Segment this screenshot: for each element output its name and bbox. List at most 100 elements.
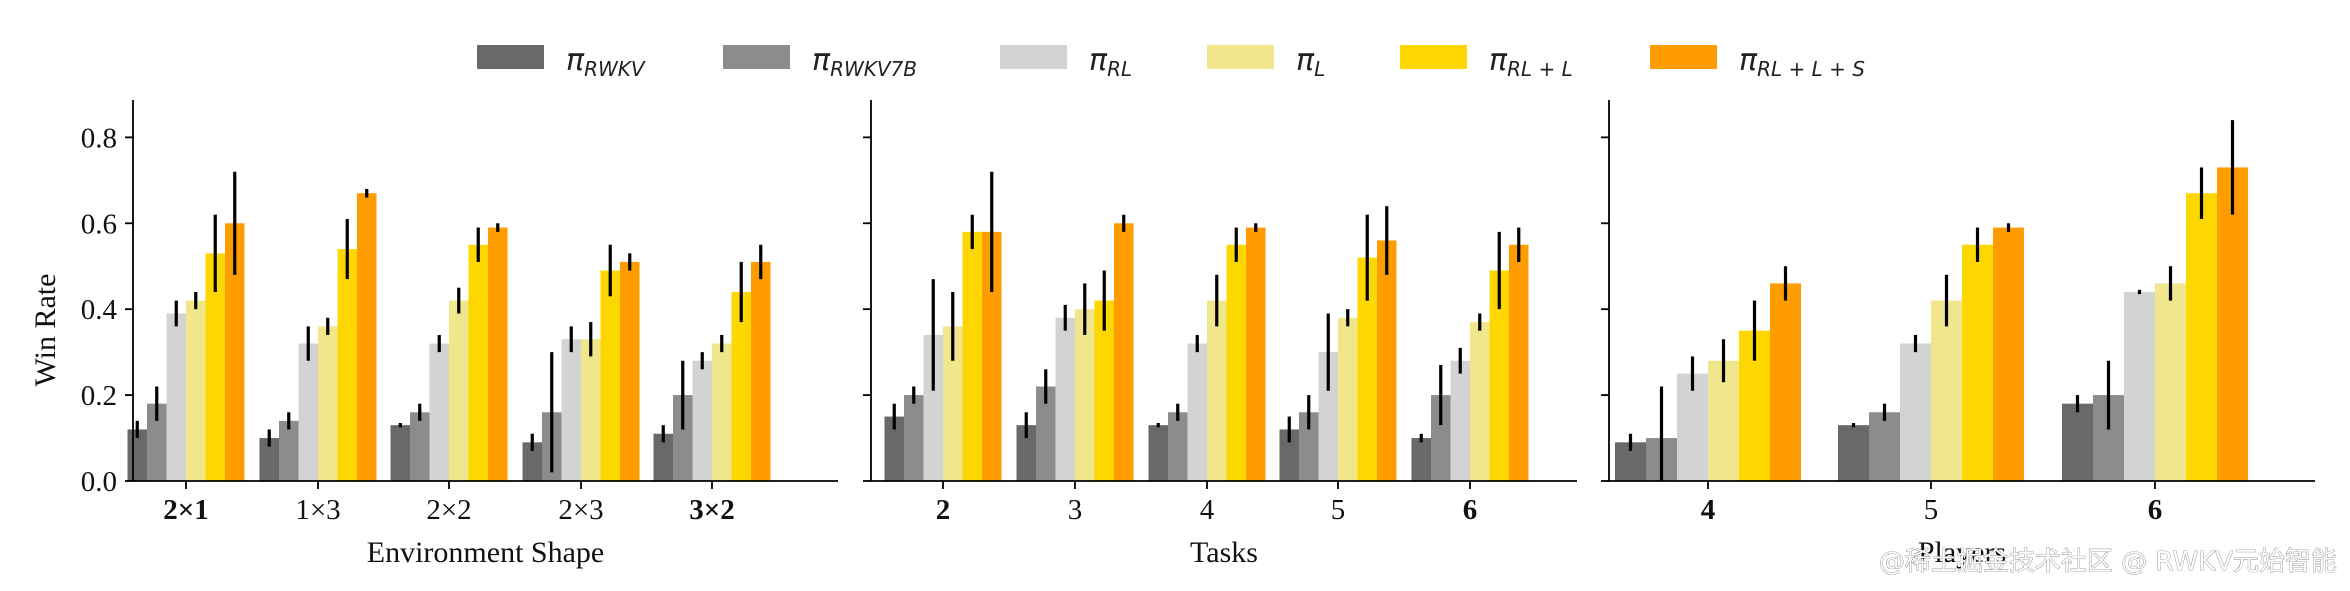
legend-label: πRWKV [566, 43, 646, 81]
bar [1299, 412, 1319, 481]
x-tick-label: 2×2 [426, 494, 471, 526]
bar [2186, 193, 2217, 482]
bar [1168, 412, 1188, 481]
legend-item: πRL + L + S [1650, 43, 1865, 81]
bar [298, 343, 318, 481]
legend-item: πRL [1000, 43, 1132, 81]
y-tick-label: 0.8 [81, 122, 117, 154]
bar [653, 433, 673, 481]
legend-label: πRL + L [1489, 43, 1573, 81]
bar [1431, 395, 1451, 481]
x-tick-label: 6 [2148, 494, 2163, 526]
bar [673, 395, 693, 481]
bar [449, 300, 469, 481]
bar [1246, 227, 1266, 481]
bar [884, 416, 904, 481]
x-tick-label: 4 [1701, 494, 1716, 526]
bar [731, 292, 751, 481]
bar [962, 231, 982, 481]
bar [1207, 300, 1227, 481]
bar [1770, 283, 1801, 481]
bar [1677, 373, 1708, 481]
bar [1489, 270, 1509, 481]
x-tick-label: 5 [1924, 494, 1939, 526]
watermark: @稀土掘金技术社区 @ RWKV元始智能 [1879, 547, 2337, 577]
x-axis-title: Environment Shape [367, 536, 604, 569]
x-tick-label: 3×2 [689, 494, 735, 526]
panels: 0.0 0.2 0.4 0.6 0.8 2×1 1×3 2×2 2×3 3×2 Environmen… [81, 100, 2315, 569]
bar [1338, 317, 1358, 481]
bar [318, 326, 338, 481]
bar [1962, 244, 1993, 481]
legend-label: πRWKV7B [812, 43, 917, 81]
bar [1187, 343, 1207, 481]
bar [2217, 167, 2248, 481]
legend-swatch [1650, 45, 1717, 69]
y-tick-label: 0.0 [81, 466, 117, 498]
legend-swatch [1207, 45, 1274, 69]
y-tick-label: 0.6 [81, 208, 117, 240]
legend-swatch [1000, 45, 1067, 69]
legend-item: πL [1207, 43, 1325, 81]
y-tick-label: 0.4 [81, 294, 118, 326]
legend-item: πRWKV7B [723, 43, 917, 81]
bar [522, 442, 542, 481]
x-tick-label: 3 [1068, 494, 1083, 526]
bar [429, 343, 449, 481]
x-axis-title: Tasks [1190, 536, 1258, 569]
bar [279, 420, 299, 481]
bar [259, 438, 279, 481]
y-tick-label: 0.2 [81, 380, 117, 412]
bar [1357, 257, 1377, 481]
legend-swatch [477, 45, 544, 69]
bar [205, 253, 225, 481]
x-tick-label: 2×3 [558, 494, 603, 526]
bar [147, 403, 167, 481]
legend-label: πRL [1089, 43, 1132, 81]
bar [390, 425, 410, 481]
bar [982, 231, 1002, 481]
panel-2: 2 3 4 5 6 Tasks [863, 100, 1577, 569]
bar [357, 193, 377, 482]
x-tick-label: 6 [1463, 494, 1478, 526]
bar [1900, 343, 1931, 481]
bar [1094, 300, 1114, 481]
bar [1931, 300, 1962, 481]
bar [923, 334, 943, 481]
bar [620, 261, 640, 481]
legend: πRWKV πRWKV7B πRL πL πRL + L πRL + L + S [477, 43, 1865, 81]
legend-swatch [1400, 45, 1467, 69]
bar [692, 360, 712, 481]
bar [1509, 244, 1529, 481]
bar [1470, 322, 1490, 481]
bar [468, 244, 488, 481]
bar [1075, 309, 1095, 481]
bar [1993, 227, 2024, 481]
bar [1450, 360, 1470, 481]
y-axis-title: Win Rate [29, 274, 62, 387]
bar [1377, 240, 1397, 481]
bar [337, 249, 357, 481]
bar [1869, 412, 1900, 481]
x-tick-label: 2 [936, 494, 951, 526]
bar [2062, 403, 2093, 481]
bar [581, 339, 601, 481]
bar [166, 313, 186, 481]
x-axis-title: Players [1918, 536, 2006, 569]
bar [1411, 438, 1431, 481]
bar [561, 339, 581, 481]
bar [1838, 425, 1869, 481]
bar [2155, 283, 2186, 481]
bar [1279, 429, 1299, 481]
bar [1114, 223, 1134, 482]
bar [1226, 244, 1246, 481]
bar [600, 270, 620, 481]
bar [712, 343, 732, 481]
bar [1055, 317, 1075, 481]
bar [943, 326, 963, 481]
bar [2124, 292, 2155, 481]
x-tick-label: 4 [1200, 494, 1215, 526]
bar [1036, 386, 1056, 481]
legend-label: πL [1296, 43, 1325, 81]
